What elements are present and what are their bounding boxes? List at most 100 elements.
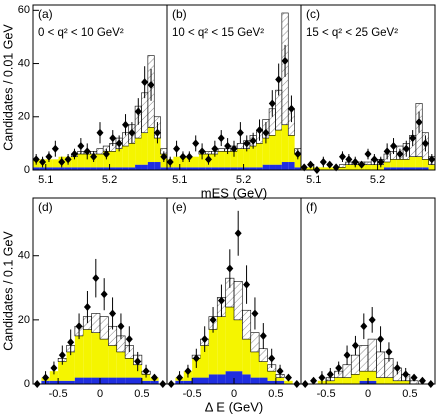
histogram-bar [350,354,360,375]
data-point [360,322,368,331]
histogram-bar [345,164,353,170]
data-point [409,134,417,143]
data-point [217,296,225,305]
histogram-bar [294,167,301,170]
histogram-bar [390,159,397,168]
x-tick-label: 5.1 [306,174,321,186]
histogram-bar [243,167,250,170]
histogram-bar [205,167,212,170]
histogram-bar [224,167,231,170]
data-point [259,331,267,340]
data-point [125,335,133,344]
data-point [211,144,219,153]
histogram-bar [403,167,410,170]
histogram-bar [179,167,187,170]
histogram-bar [52,167,59,170]
x-tick-label: -0.5 [183,388,202,400]
histogram-bar [167,167,174,170]
histogram-bar [115,167,123,170]
histogram-bar [342,377,352,384]
x-tick-label: 0.5 [268,388,283,400]
histogram-bar [109,167,116,170]
histogram-bar [116,351,126,378]
histogram-bar [288,135,295,163]
data-point [383,147,391,156]
histogram-bar [230,167,238,170]
histogram-bar [281,162,289,170]
histogram-bar [275,130,282,165]
histogram-bar [84,167,91,170]
data-point [377,158,385,167]
histogram-bar [359,345,369,372]
histogram-bar [71,167,78,170]
data-point [109,309,117,318]
data-point [45,152,53,161]
x-axis-label: mES (GeV) [201,185,267,200]
data-point [338,152,346,161]
histogram-bar [74,335,84,378]
y-tick-label: 40 [18,57,30,69]
panel-label: (b) [172,7,187,21]
histogram-bar [154,162,161,170]
histogram-bar [64,167,72,170]
histogram-bar [91,313,101,333]
data-point [256,126,264,135]
data-point [201,335,209,344]
histogram-bar [58,380,67,384]
histogram-bar [211,154,219,168]
histogram-bar [200,377,209,384]
data-point [96,128,104,137]
data-point [284,373,292,382]
plot-frame [300,4,436,171]
histogram-bar [122,146,129,168]
histogram-bar [359,380,368,384]
data-point [209,315,217,324]
histogram-bar [422,159,429,168]
data-point [294,150,302,159]
panel-label: (e) [172,200,187,214]
data-point [128,128,136,137]
histogram-bar [224,151,231,168]
data-point [100,290,108,299]
histogram-bar [147,127,155,163]
data-point [134,357,142,366]
histogram-bar [96,154,104,168]
data-point [117,322,125,331]
data-point [307,160,315,169]
histogram-bar [237,148,244,168]
histogram-bar [428,164,435,170]
histogram-bar [242,374,251,384]
histogram-bar [320,167,327,170]
histogram-bar [66,351,75,381]
histogram-bar [256,143,263,168]
data-point [198,147,206,156]
histogram-bar [225,371,234,384]
histogram-bar [71,156,78,168]
data-point [102,150,110,159]
x-tick-label: 0 [231,388,237,400]
histogram-bar [200,345,209,378]
panel-label: (d) [38,200,53,214]
y-tick-label: 20 [18,314,30,326]
data-point [83,303,91,312]
histogram-bar [359,371,368,381]
data-point [58,351,66,360]
histogram-bar [250,377,260,384]
data-point [410,373,418,382]
panel-title: 0 < q² < 10 GeV² [38,27,124,39]
histogram-bar [96,148,104,155]
data-point [402,370,410,379]
data-point [318,373,326,382]
data-point [415,118,423,127]
histogram-bar [218,151,225,168]
histogram-bar [267,380,276,384]
histogram-bar [103,167,110,170]
histogram-bar [109,151,116,168]
histogram-bar [147,162,155,170]
data-point [234,229,242,238]
histogram-bar [192,156,199,168]
histogram-bar [275,377,285,381]
histogram-bar [256,167,263,170]
histogram-bar [396,167,404,170]
histogram-bar [250,332,260,353]
